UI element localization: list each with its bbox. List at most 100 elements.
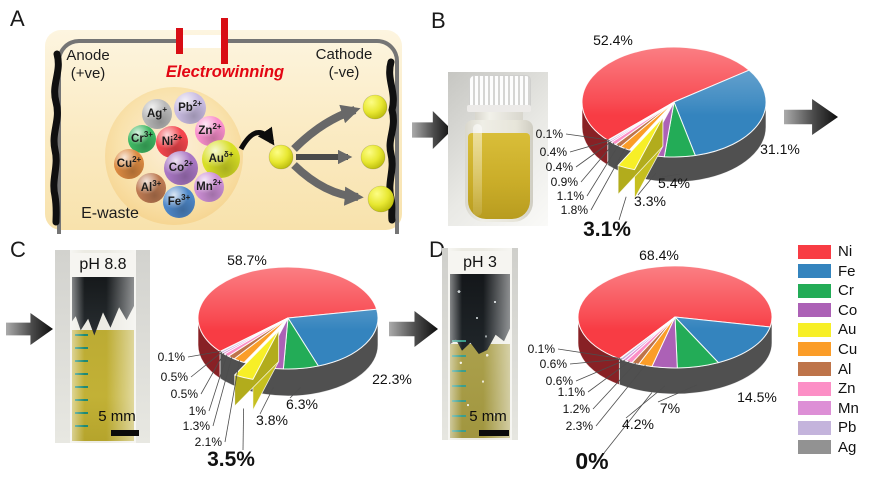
ion-ball-co: Co2+ — [164, 151, 198, 185]
ion-label: Al3+ — [140, 179, 162, 194]
vial-photo — [448, 72, 548, 226]
ewaste-label: E-waste — [81, 205, 139, 222]
pie-percent-label: 14.5% — [737, 389, 777, 405]
scale-label: 5 mm — [469, 408, 507, 425]
anode-label: Anode (+ve) — [55, 47, 121, 83]
pie-percent-label: 1.1% — [558, 385, 586, 399]
scale-bar — [111, 430, 139, 436]
label-leader-line — [212, 357, 233, 427]
battery-bar-short — [176, 28, 183, 54]
legend-item-zn: Zn — [798, 380, 859, 398]
pie-percent-label: 6.3% — [286, 396, 318, 412]
label-leader-line — [575, 359, 626, 382]
pie-percent-label: 22.3% — [372, 371, 412, 387]
gold-particle — [367, 185, 395, 213]
pie-percent-label: 0.1% — [536, 127, 564, 141]
legend-label: Co — [838, 301, 858, 319]
legend-swatch — [798, 401, 831, 416]
circuit-wire — [57, 39, 399, 234]
label-leader-line — [625, 385, 666, 419]
label-leader-line — [569, 358, 622, 365]
gold-migration-arrow — [238, 126, 275, 151]
legend-swatch — [798, 322, 831, 337]
anode-line2: (+ve) — [70, 65, 106, 82]
ion-label: Cr3+ — [131, 130, 153, 145]
label-leader-line — [586, 144, 619, 197]
pie-percent-label: 1.8% — [561, 203, 589, 217]
ion-ball-mn: Mn2+ — [194, 172, 224, 202]
pie-percent-label: 0.4% — [540, 145, 568, 159]
pie-chart-b: 52.4%31.1%5.4%3.3%3.1%1.8%1.1%0.9%0.4%0.… — [536, 32, 800, 241]
deposition-arrow-top — [291, 104, 361, 152]
legend-label: Au — [838, 321, 857, 339]
pie-percent-label: 0% — [575, 448, 608, 474]
ruler-ticks — [75, 334, 88, 438]
legend-label: Cu — [838, 340, 858, 358]
ph-label: pH 3 — [448, 251, 512, 274]
ion-ball-ni: Ni2+ — [156, 126, 188, 158]
label-leader-line — [603, 392, 653, 454]
ion-label: Pb2+ — [178, 99, 202, 114]
pie-percent-label: 31.1% — [760, 141, 800, 157]
ion-label: Ni2+ — [161, 133, 183, 148]
gold-particle — [360, 144, 386, 170]
label-leader-line — [575, 141, 612, 168]
pie-percent-label: 7% — [660, 400, 680, 416]
label-leader-line — [565, 133, 609, 141]
label-leader-line — [259, 387, 274, 415]
label-leader-line — [208, 354, 228, 412]
pie-percent-label: 5.4% — [658, 175, 690, 191]
cathode-line2: (-ve) — [328, 64, 360, 81]
pie-percent-label: 1% — [189, 404, 207, 418]
label-leader-line — [580, 142, 615, 183]
pie-slice — [234, 330, 280, 380]
cathode-label: Cathode (-ve) — [311, 46, 377, 82]
pie-percent-label: 1.3% — [183, 419, 211, 433]
ion-ball-al: Al3+ — [136, 173, 166, 203]
pie-percent-label: 0.6% — [540, 357, 568, 371]
pie-percent-label: 3.3% — [634, 193, 666, 209]
ion-ball-au: Auδ+ — [202, 140, 240, 178]
pie-percent-label: 0.6% — [546, 374, 574, 388]
flow-arrow-into-c — [6, 313, 53, 345]
ion-ball-zn: Zn2+ — [195, 116, 225, 146]
anode-line1: Anode — [66, 47, 110, 64]
legend-swatch — [798, 362, 831, 377]
label-leader-line — [242, 408, 244, 451]
pie-percent-label: 3.5% — [207, 448, 255, 471]
gold-particle — [268, 144, 294, 170]
label-leader-line — [190, 351, 223, 378]
scale-bar — [479, 430, 509, 436]
pie-percent-label: 2.1% — [195, 435, 223, 449]
ph-label: pH 8.8 — [70, 253, 136, 277]
label-leader-line — [595, 364, 646, 427]
flow-arrow-a-to-b — [412, 111, 452, 149]
legend-item-co: Co — [798, 301, 859, 319]
pie-percent-label: 2.3% — [566, 419, 594, 433]
ion-label: Zn2+ — [198, 122, 222, 137]
label-leader-line — [618, 196, 627, 221]
legend-label: Cr — [838, 282, 854, 300]
label-leader-line — [224, 360, 240, 443]
legend-item-ag: Ag — [798, 439, 859, 456]
ion-label: Co2+ — [168, 159, 194, 174]
battery-gap — [181, 35, 225, 48]
scale-label: 5 mm — [98, 408, 136, 425]
ion-ball-ag: Ag+ — [142, 99, 172, 129]
panel-label-a: A — [10, 6, 25, 31]
legend-swatch — [798, 440, 831, 455]
pie-percent-label: 52.4% — [593, 32, 633, 48]
legend-label: Zn — [838, 380, 856, 398]
anode-electrode — [50, 50, 62, 226]
legend-swatch — [798, 381, 831, 396]
metal-legend: Ni Fe Cr Co Au Cu Al Zn Mn Pb Ag — [798, 243, 859, 460]
ion-label: Ag+ — [146, 105, 167, 120]
pie-percent-label: 3.8% — [256, 412, 288, 428]
legend-item-al: Al — [798, 360, 859, 378]
electrowinning-label: Electrowinning — [165, 63, 285, 81]
legend-label: Al — [838, 360, 852, 378]
legend-swatch — [798, 303, 831, 318]
label-leader-line — [557, 348, 621, 359]
panel-label-d: D — [429, 237, 445, 262]
